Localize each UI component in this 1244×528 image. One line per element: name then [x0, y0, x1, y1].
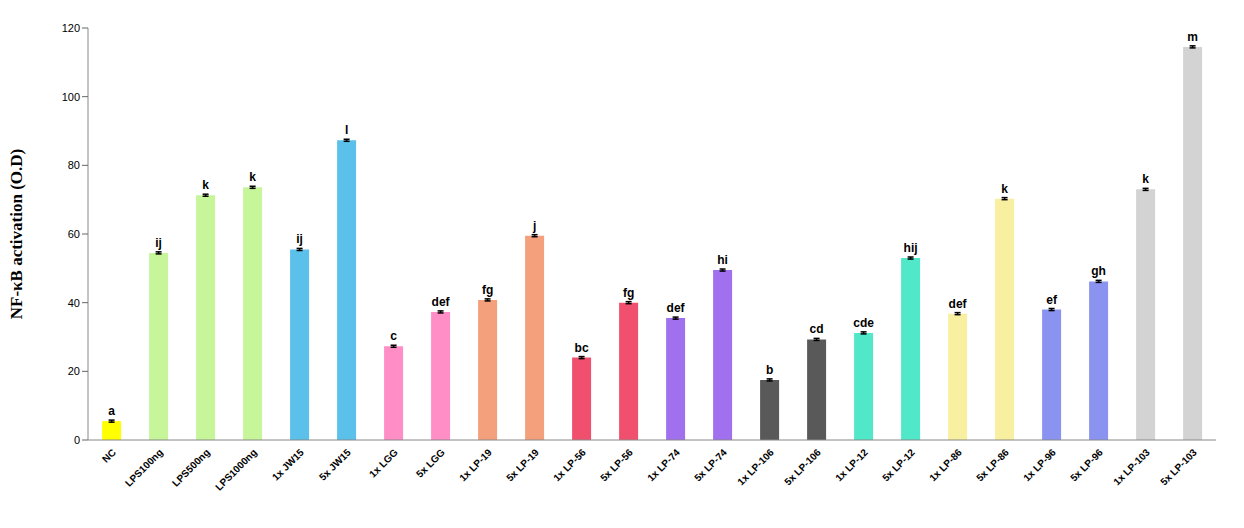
svg-text:gh: gh: [1091, 264, 1106, 278]
svg-text:60: 60: [68, 228, 80, 240]
svg-text:1x JW15: 1x JW15: [270, 446, 306, 482]
svg-text:1x LP-106: 1x LP-106: [735, 446, 776, 487]
svg-text:ij: ij: [296, 232, 303, 246]
svg-text:k: k: [249, 170, 256, 184]
svg-text:1x LP-56: 1x LP-56: [551, 446, 588, 483]
svg-text:cd: cd: [810, 322, 824, 336]
svg-text:NF-κB activation (O.D): NF-κB activation (O.D): [8, 149, 26, 319]
svg-text:0: 0: [74, 434, 80, 446]
svg-text:1x LP-19: 1x LP-19: [457, 446, 494, 483]
svg-text:5x LP-86: 5x LP-86: [974, 446, 1011, 483]
svg-text:5x LP-96: 5x LP-96: [1068, 446, 1105, 483]
svg-text:def: def: [667, 301, 686, 315]
svg-text:5x LP-19: 5x LP-19: [504, 446, 541, 483]
svg-text:5x LP-56: 5x LP-56: [598, 446, 635, 483]
svg-text:5x LP-103: 5x LP-103: [1158, 446, 1199, 487]
svg-text:NC: NC: [100, 447, 118, 465]
svg-text:k: k: [202, 178, 209, 192]
svg-text:a: a: [108, 404, 115, 418]
svg-text:c: c: [390, 329, 397, 343]
svg-text:j: j: [532, 219, 536, 233]
svg-text:LPS500ng: LPS500ng: [170, 447, 212, 489]
svg-text:cde: cde: [853, 316, 874, 330]
svg-text:100: 100: [62, 91, 80, 103]
svg-text:k: k: [1001, 182, 1008, 196]
svg-text:120: 120: [62, 22, 80, 34]
svg-text:def: def: [949, 297, 968, 311]
svg-text:1x LP-12: 1x LP-12: [833, 446, 870, 483]
svg-text:hij: hij: [904, 241, 918, 255]
svg-text:l: l: [345, 123, 348, 137]
svg-text:k: k: [1142, 172, 1149, 186]
svg-text:bc: bc: [575, 341, 589, 355]
svg-text:5x LP-74: 5x LP-74: [692, 446, 729, 483]
svg-text:b: b: [766, 363, 773, 377]
svg-text:1x LP-74: 1x LP-74: [645, 446, 682, 483]
svg-text:20: 20: [68, 365, 80, 377]
svg-text:fg: fg: [623, 286, 634, 300]
svg-text:5x LP-12: 5x LP-12: [880, 446, 917, 483]
svg-text:1x LP-86: 1x LP-86: [927, 446, 964, 483]
svg-text:1x LGG: 1x LGG: [367, 447, 400, 480]
svg-text:40: 40: [68, 297, 80, 309]
svg-text:ij: ij: [155, 236, 162, 250]
svg-text:m: m: [1187, 30, 1198, 44]
svg-text:5x LP-106: 5x LP-106: [782, 446, 823, 487]
svg-text:5x JW15: 5x JW15: [317, 446, 353, 482]
svg-text:hi: hi: [717, 253, 728, 267]
svg-text:80: 80: [68, 159, 80, 171]
svg-text:fg: fg: [482, 283, 493, 297]
svg-text:ef: ef: [1046, 293, 1058, 307]
svg-text:LPS1000ng: LPS1000ng: [213, 447, 259, 493]
svg-text:LPS100ng: LPS100ng: [123, 447, 165, 489]
svg-text:1x LP-96: 1x LP-96: [1021, 446, 1058, 483]
svg-text:def: def: [432, 295, 451, 309]
svg-text:1x LP-103: 1x LP-103: [1111, 446, 1152, 487]
svg-text:5x LGG: 5x LGG: [414, 447, 447, 480]
